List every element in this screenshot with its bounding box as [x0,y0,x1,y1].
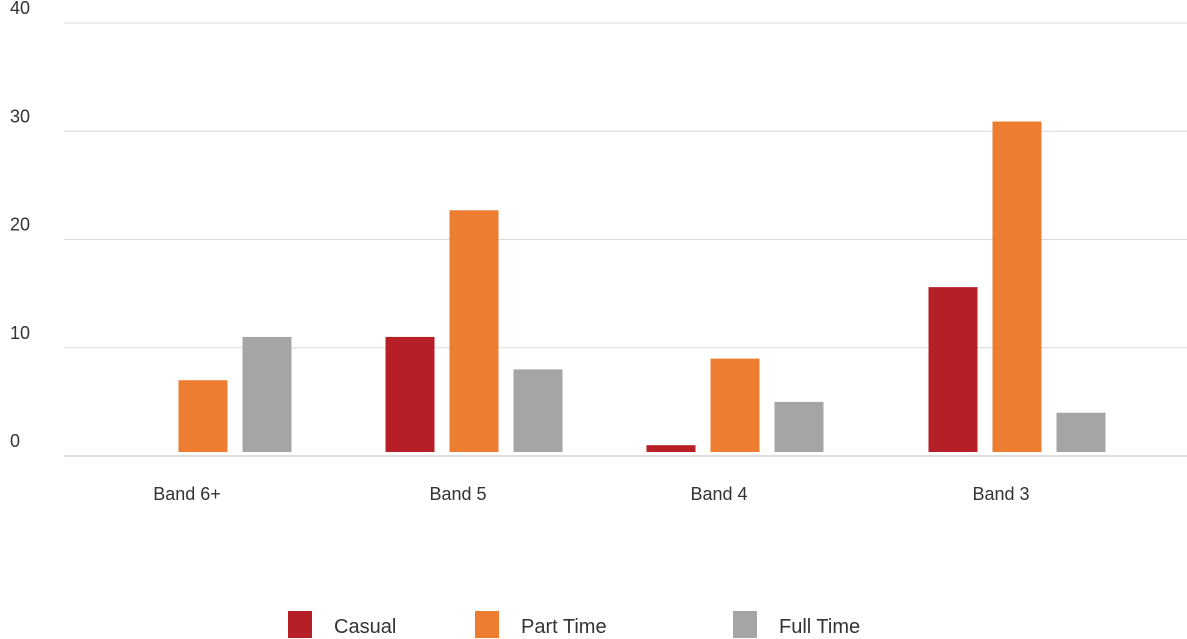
bar-casual-band-5 [385,336,435,452]
legend: Casual Part Time Full Time [288,611,860,638]
bar-casual-band-4 [646,445,696,452]
bar-part-time-band-5 [449,210,499,452]
y-tick-label: 20 [10,215,30,235]
legend-label: Casual [334,616,396,638]
x-category-label: Band 6+ [153,484,221,504]
y-tick-label: 0 [10,431,20,451]
y-axis-ticks: 0 10 20 30 40 [10,0,30,451]
y-tick-label: 10 [10,323,30,343]
legend-swatch-part-time [475,611,499,638]
bars [178,121,1106,452]
x-category-label: Band 3 [972,484,1029,504]
bar-full-time-band-6- [242,336,292,452]
x-category-label: Band 5 [429,484,486,504]
y-tick-label: 30 [10,106,30,126]
legend-swatch-casual [288,611,312,638]
bar-full-time-band-5 [513,369,563,452]
x-axis-labels: Band 6+ Band 5 Band 4 Band 3 [153,484,1029,504]
x-category-label: Band 4 [690,484,747,504]
legend-label: Part Time [521,616,607,638]
bar-part-time-band-6- [178,380,228,452]
bar-part-time-band-3 [992,121,1042,452]
bar-full-time-band-3 [1056,412,1106,452]
bar-casual-band-3 [928,287,978,452]
legend-label: Full Time [779,616,860,638]
bar-full-time-band-4 [774,401,824,452]
y-tick-label: 40 [10,0,30,18]
legend-swatch-full-time [733,611,757,638]
bar-part-time-band-4 [710,358,760,452]
